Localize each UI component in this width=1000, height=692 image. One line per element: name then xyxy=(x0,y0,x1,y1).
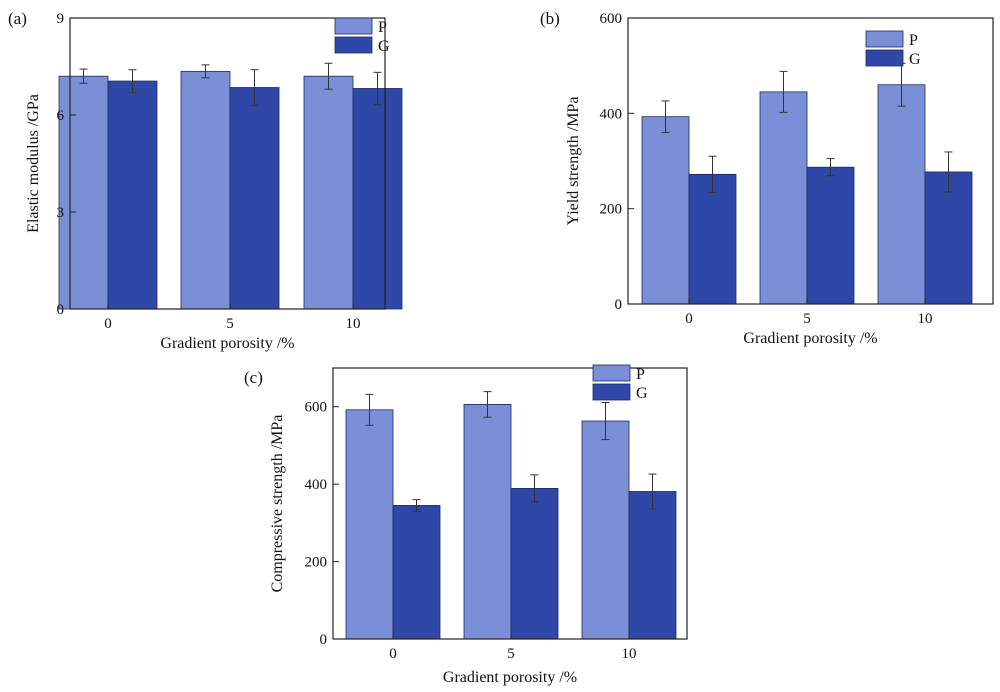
legend-label-P: P xyxy=(636,366,645,383)
bar-G-5 xyxy=(229,87,280,310)
legend: PG xyxy=(334,17,390,55)
error-bar-G-10 xyxy=(648,473,657,510)
panel-label: (a) xyxy=(8,9,27,28)
x-tick-label: 0 xyxy=(389,646,397,662)
bar-P-10 xyxy=(303,75,354,310)
bar-P-5 xyxy=(463,403,512,640)
x-axis-label: Gradient porosity /% xyxy=(160,335,294,352)
bar-G-0 xyxy=(392,505,441,640)
x-tick-label: 10 xyxy=(918,311,933,327)
panel-label: (c) xyxy=(244,368,263,387)
error-bar-P-5 xyxy=(201,64,210,79)
y-tick-label: 9 xyxy=(57,11,65,27)
legend-label-G: G xyxy=(636,385,648,402)
y-tick-label: 6 xyxy=(57,108,65,124)
chart-panel-2: (c) 0 200 400 600 0 5 10 Gradient porosity /% Com… xyxy=(244,364,688,686)
legend-swatch-P xyxy=(334,17,373,35)
y-tick-label: 400 xyxy=(600,106,623,122)
y-tick-label: 0 xyxy=(615,297,623,313)
bar-G-10 xyxy=(924,171,973,305)
error-bar-P-5 xyxy=(483,391,492,418)
error-bar-G-0 xyxy=(412,499,421,512)
legend-swatch-G xyxy=(592,383,631,401)
plot-frame xyxy=(69,17,386,310)
y-tick-label: 0 xyxy=(57,302,65,318)
y-tick-label: 400 xyxy=(305,477,328,493)
y-tick-label: 3 xyxy=(57,205,65,221)
legend-swatch-P xyxy=(865,30,904,48)
chart-panel-0: (a) 0 3 6 9 0 5 10 Gradient porosity /% Elastic m… xyxy=(8,9,403,352)
y-tick-label: 0 xyxy=(320,632,328,648)
legend-label-G: G xyxy=(378,38,390,55)
legend-label-P: P xyxy=(378,19,387,36)
legend-label-G: G xyxy=(909,51,921,68)
x-tick-label: 0 xyxy=(104,316,112,332)
plot-frame xyxy=(332,367,688,640)
bar-P-5 xyxy=(180,70,231,310)
y-axis-label: Elastic modulus /GPa xyxy=(25,94,42,233)
bar-G-5 xyxy=(806,166,855,305)
legend: PG xyxy=(592,364,648,402)
error-bar-G-5 xyxy=(826,158,835,177)
error-bar-G-5 xyxy=(530,474,539,503)
error-bar-G-10 xyxy=(373,71,382,106)
error-bar-G-0 xyxy=(708,155,717,193)
bar-G-10 xyxy=(352,88,403,310)
error-bar-G-5 xyxy=(250,69,259,106)
bar-G-5 xyxy=(510,488,559,640)
bar-G-10 xyxy=(628,491,677,640)
legend: PG xyxy=(865,30,921,68)
x-tick-label: 5 xyxy=(226,316,234,332)
error-bar-G-10 xyxy=(944,151,953,193)
panel-label: (b) xyxy=(540,9,560,28)
y-tick-label: 600 xyxy=(305,400,328,416)
bar-P-0 xyxy=(345,409,394,640)
bar-P-0 xyxy=(58,75,109,310)
bar-G-0 xyxy=(107,80,158,310)
plot-frame xyxy=(627,17,994,305)
x-axis-label: Gradient porosity /% xyxy=(743,330,877,347)
legend-label-P: P xyxy=(909,32,918,49)
legend-swatch-P xyxy=(592,364,631,382)
x-tick-label: 0 xyxy=(685,311,693,327)
x-tick-label: 10 xyxy=(622,646,637,662)
error-bar-G-0 xyxy=(128,69,137,93)
y-axis-label: Yield strength /MPa xyxy=(565,97,582,226)
x-axis-label: Gradient porosity /% xyxy=(443,669,577,686)
y-tick-label: 200 xyxy=(305,555,328,571)
error-bar-P-0 xyxy=(661,100,670,133)
legend-swatch-G xyxy=(865,49,904,67)
error-bar-P-5 xyxy=(779,70,788,113)
bar-P-5 xyxy=(759,91,808,305)
error-bar-P-0 xyxy=(79,68,88,84)
error-bar-P-10 xyxy=(601,401,610,441)
bar-P-0 xyxy=(641,116,690,305)
y-tick-label: 200 xyxy=(600,202,623,218)
error-bar-P-0 xyxy=(365,393,374,426)
legend-swatch-G xyxy=(334,36,373,54)
x-tick-label: 10 xyxy=(346,316,361,332)
x-tick-label: 5 xyxy=(803,311,811,327)
y-axis-label: Compressive strength /MPa xyxy=(269,415,286,593)
error-bar-P-10 xyxy=(324,62,333,90)
x-tick-label: 5 xyxy=(507,646,515,662)
chart-panel-1: (b) 0 200 400 600 0 5 10 Gradient porosity /% Yie… xyxy=(540,9,994,347)
bar-G-0 xyxy=(688,173,737,305)
bar-P-10 xyxy=(877,84,926,305)
bar-P-10 xyxy=(581,420,630,640)
y-tick-label: 600 xyxy=(600,11,623,27)
